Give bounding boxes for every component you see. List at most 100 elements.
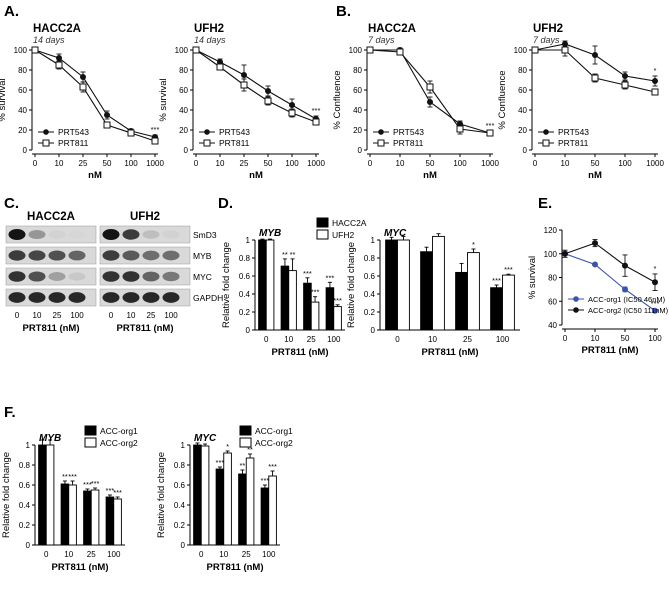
- data-point: [396, 48, 404, 56]
- x-tick-label: 50: [621, 334, 630, 343]
- bar: [223, 452, 232, 546]
- data-point: [592, 240, 598, 247]
- y-tick-label: 0.6: [239, 272, 251, 281]
- bar: [385, 239, 398, 331]
- y-tick-label: 20: [353, 126, 362, 135]
- blot-band: [48, 272, 66, 281]
- lane-label: 10: [33, 311, 42, 320]
- x-tick-label: 0: [395, 335, 400, 344]
- data-point: [622, 73, 628, 79]
- legend-label: ACC-org2: [100, 438, 138, 448]
- bar: [268, 475, 277, 546]
- data-point: [31, 46, 39, 54]
- blot-band: [142, 271, 160, 282]
- significance-label: ***: [151, 125, 160, 134]
- bar: [38, 444, 47, 546]
- x-axis-label: PRT811 (nM): [51, 562, 108, 573]
- lane-label: 10: [127, 311, 136, 320]
- panel-label-a: A.: [4, 3, 19, 20]
- legend-label: PRT543: [58, 127, 89, 137]
- blot-band: [8, 229, 26, 240]
- blot-band: [102, 250, 120, 261]
- y-tick-label: 100: [175, 46, 189, 55]
- y-tick-label: 80: [179, 66, 188, 75]
- legend-marker: [204, 129, 210, 135]
- legend-swatch: [239, 425, 252, 436]
- y-tick-label: 0.8: [174, 461, 186, 470]
- y-tick-label: 100: [14, 46, 28, 55]
- bar: [397, 239, 410, 331]
- legend-label: PRT543: [558, 127, 589, 137]
- blot-band: [48, 230, 66, 239]
- legend-swatch: [84, 437, 97, 448]
- legend-marker: [542, 139, 550, 147]
- data-point: [265, 88, 271, 94]
- blot-band: [8, 271, 26, 282]
- x-tick-label: 50: [426, 159, 435, 168]
- legend-label: ACC-org2: [255, 438, 293, 448]
- y-tick-label: 20: [179, 126, 188, 135]
- significance-label: ***: [68, 472, 77, 481]
- y-tick-label: 0: [184, 146, 189, 155]
- significance-label: *: [654, 264, 657, 273]
- bar: [288, 270, 297, 331]
- data-point: [151, 137, 159, 145]
- blot-band: [28, 229, 46, 240]
- x-tick-label: 100: [496, 335, 510, 344]
- bar: [333, 306, 342, 331]
- significance-label: ***: [312, 106, 321, 115]
- data-point: [652, 279, 658, 286]
- blot-band: [122, 250, 140, 261]
- legend-swatch: [316, 217, 329, 228]
- legend: ACC-org1 ACC-org2: [84, 425, 138, 448]
- blot-band: [142, 250, 160, 261]
- chart-title: HACC2A: [33, 23, 81, 35]
- x-tick-label: 10: [55, 159, 64, 168]
- y-tick-label: 0.4: [239, 290, 251, 299]
- data-point: [427, 99, 433, 105]
- cell-line-label: UFH2: [130, 211, 160, 223]
- data-point: [241, 72, 247, 78]
- x-axis-label: nM: [423, 170, 437, 181]
- blot-band: [102, 292, 120, 303]
- blot-band: [122, 271, 140, 282]
- blot-band: [68, 230, 86, 239]
- significance-label: ***: [651, 299, 660, 308]
- lane-label: 0: [109, 311, 114, 320]
- significance-label: ***: [311, 288, 320, 297]
- legend-marker: [43, 129, 49, 135]
- blot-x-label: PRT811 (nM): [22, 323, 79, 334]
- data-point: [426, 83, 434, 91]
- panel-label-d: D.: [218, 195, 233, 212]
- x-tick-label: 1000: [146, 159, 164, 168]
- significance-label: *: [472, 240, 475, 249]
- data-point: [216, 63, 224, 71]
- legend-label: ACC-org2 (IC50 111nM): [588, 306, 669, 315]
- x-tick-label: 25: [87, 550, 96, 559]
- x-tick-label: 100: [327, 335, 341, 344]
- y-tick-label: 100: [514, 46, 528, 55]
- y-tick-label: 1: [246, 236, 251, 245]
- data-point: [561, 46, 569, 54]
- significance-label: **: [240, 461, 246, 470]
- chart-e-organoid-survival: 40 60 80 100 120 0 10 50 100 PRT811 (nM) % surviva…: [527, 226, 669, 356]
- legend: HACC2A UFH2: [316, 217, 367, 240]
- y-tick-label: 0: [523, 146, 528, 155]
- bar: [238, 473, 247, 546]
- blot-band: [122, 229, 140, 240]
- chart-title: HACC2A: [368, 23, 416, 35]
- data-point: [652, 78, 658, 84]
- x-tick-label: 100: [262, 550, 276, 559]
- bar: [83, 490, 92, 546]
- y-tick-label: 80: [548, 274, 557, 283]
- data-point: [56, 55, 62, 61]
- legend-label: ACC-org1: [255, 426, 293, 436]
- x-tick-label: 10: [64, 550, 73, 559]
- x-tick-label: 100: [648, 334, 662, 343]
- protein-label: MYC: [193, 272, 212, 282]
- y-tick-label: 0: [358, 146, 363, 155]
- cell-line-label: HACC2A: [27, 211, 75, 223]
